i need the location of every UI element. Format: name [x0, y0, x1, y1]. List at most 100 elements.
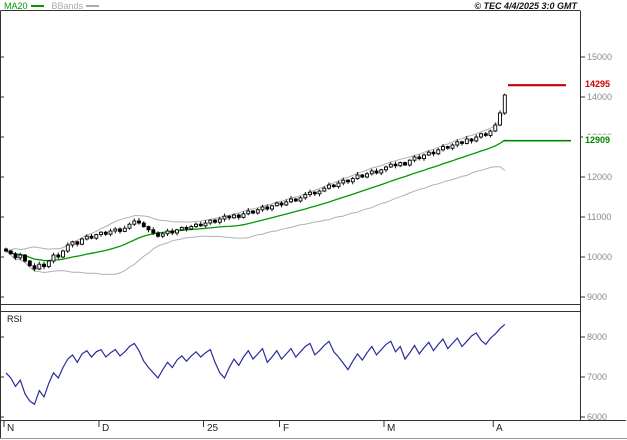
candle	[388, 162, 393, 168]
candle	[18, 252, 23, 261]
candle	[403, 161, 407, 166]
candle	[203, 220, 208, 228]
candle	[422, 153, 426, 161]
legend-ma20-label: MA20	[4, 1, 28, 11]
candle	[232, 213, 236, 219]
x-axis-label: N	[7, 423, 15, 434]
candle	[479, 132, 483, 139]
candle	[312, 191, 317, 196]
candle	[132, 218, 137, 227]
candle	[441, 144, 445, 152]
candle	[160, 232, 165, 238]
candle	[488, 129, 493, 138]
candle	[137, 218, 141, 225]
candle	[84, 234, 89, 241]
candle	[483, 132, 488, 137]
candle	[23, 254, 27, 263]
legend-item-ma20: MA20	[4, 1, 44, 11]
candle	[293, 198, 298, 203]
candle	[208, 219, 213, 225]
candle	[184, 225, 189, 232]
candle	[42, 261, 46, 270]
candle	[502, 93, 507, 115]
candle	[213, 218, 217, 224]
candle	[122, 225, 127, 233]
y-axis-label: 10000	[587, 252, 613, 262]
candle	[412, 155, 417, 163]
y-axis-label: 9000	[587, 292, 608, 302]
candle	[151, 227, 156, 235]
x-axis-label: A	[496, 423, 503, 434]
candle	[355, 172, 360, 180]
support-price-label: 12909	[583, 135, 613, 145]
candle	[179, 226, 184, 231]
candle	[198, 221, 203, 227]
candle	[398, 161, 403, 167]
candle	[464, 136, 469, 145]
y-axis-label: 7000	[587, 372, 608, 382]
candle	[118, 227, 122, 234]
candle	[317, 189, 322, 197]
legend-item-bbands: BBands	[52, 1, 100, 11]
candle	[37, 261, 42, 271]
candle	[61, 249, 65, 259]
candle	[251, 210, 255, 215]
copyright-text: © TEC 4/4/2025 3:0 GMT	[474, 1, 577, 11]
candle	[274, 201, 279, 207]
candle	[194, 222, 198, 228]
candle	[279, 201, 284, 208]
candle	[469, 138, 474, 144]
x-axis-label: F	[283, 423, 290, 434]
y-axis-label: 14000	[587, 92, 613, 102]
axis-ticks	[0, 56, 585, 427]
candle	[426, 150, 431, 156]
candle	[303, 192, 308, 200]
candle	[445, 145, 450, 150]
candle	[460, 140, 464, 146]
candle	[336, 180, 341, 189]
candle	[493, 122, 498, 133]
candle	[189, 224, 194, 231]
bband-upper-line	[5, 109, 506, 252]
candle	[379, 168, 384, 175]
legend-bbands-label: BBands	[51, 1, 84, 11]
bband-lower-line	[5, 166, 506, 275]
candle	[165, 228, 170, 236]
candle	[127, 222, 132, 230]
candle	[327, 182, 331, 190]
candle	[80, 237, 84, 246]
candle	[246, 208, 251, 216]
candle	[346, 179, 350, 184]
candle	[270, 204, 274, 212]
candle	[108, 228, 113, 237]
rsi-panel-label: RSI	[7, 314, 23, 324]
x-axis-label: D	[102, 423, 110, 434]
candle	[113, 227, 118, 234]
candle	[407, 159, 412, 167]
candle	[27, 260, 32, 267]
y-axis-label: 15000	[587, 52, 613, 62]
x-axis-label: M	[387, 423, 396, 434]
ma20-line-swatch	[30, 5, 44, 7]
candle	[255, 208, 260, 215]
candle	[32, 263, 37, 272]
candle	[141, 221, 146, 228]
candle	[70, 240, 75, 248]
ma20-line	[5, 139, 506, 262]
rsi-line	[5, 323, 506, 406]
candle	[46, 260, 51, 269]
candle	[170, 228, 175, 235]
candle	[265, 204, 270, 211]
candle	[498, 110, 502, 127]
chart-legend: MA20 BBands	[4, 1, 100, 11]
candle	[89, 234, 94, 240]
candle	[156, 231, 160, 238]
candle	[455, 139, 460, 148]
chart-frame	[0, 10, 627, 439]
y-axis-label: 12000	[587, 172, 613, 182]
candle	[431, 149, 436, 157]
candle	[51, 252, 56, 264]
x-axis-label: 25	[207, 423, 219, 434]
